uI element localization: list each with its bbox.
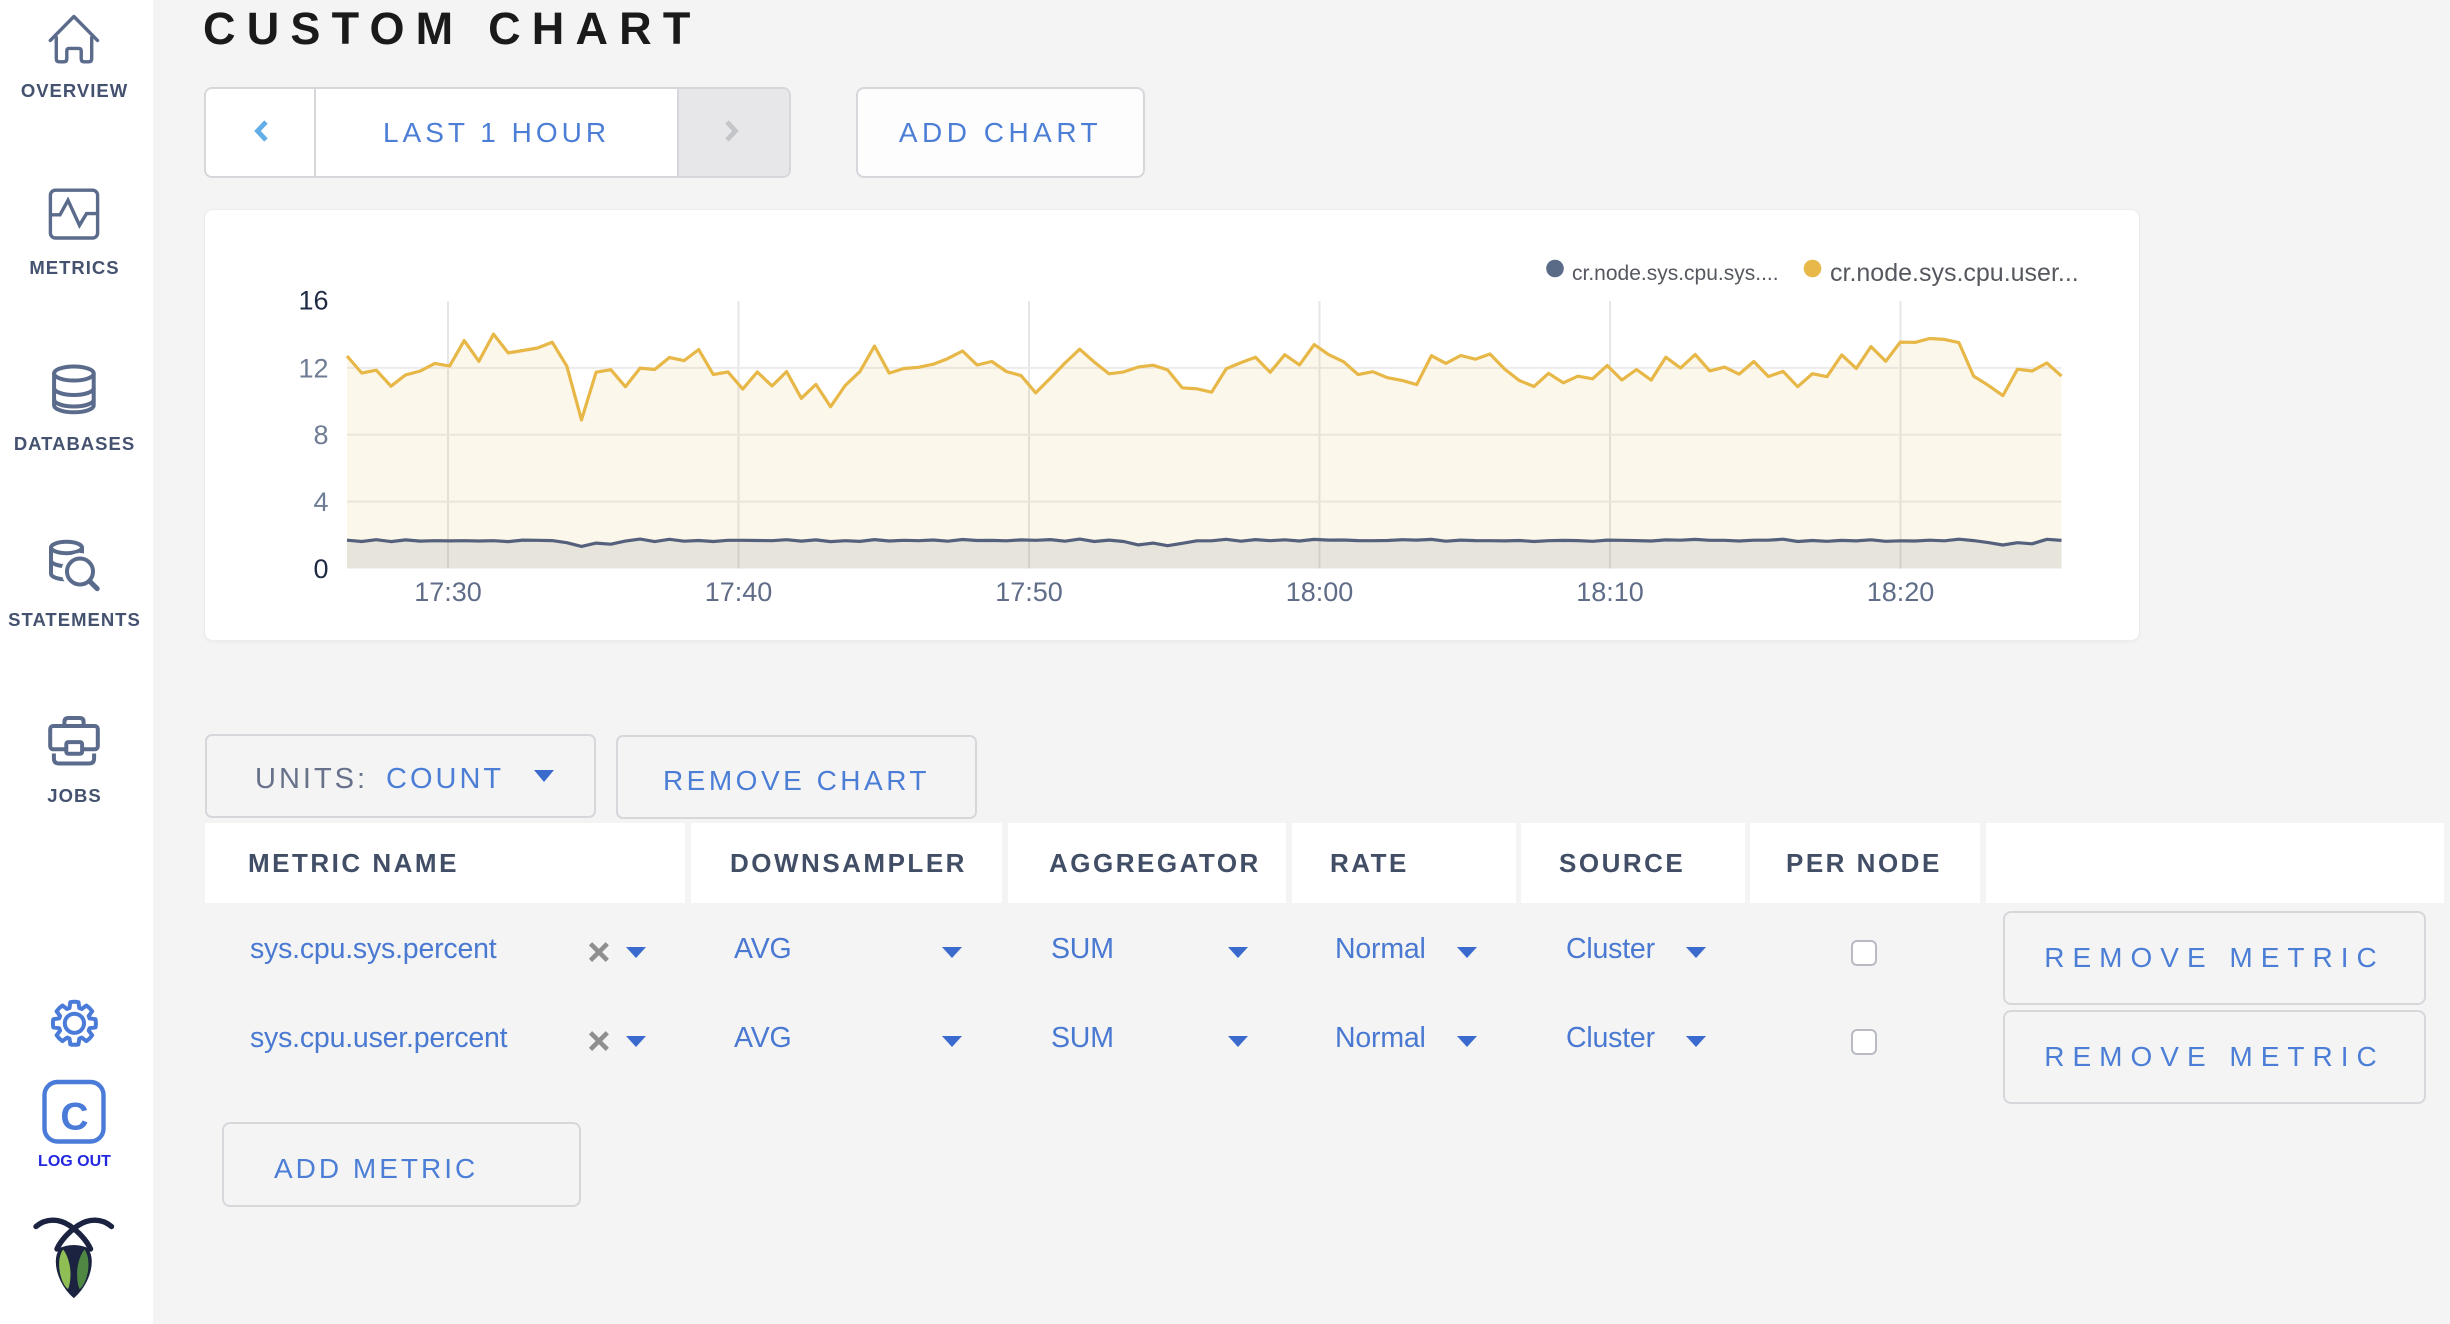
- svg-text:4: 4: [313, 487, 328, 517]
- svg-text:18:10: 18:10: [1576, 577, 1644, 607]
- svg-text:cr.node.sys.cpu.user...: cr.node.sys.cpu.user...: [1830, 259, 2079, 287]
- svg-text:18:00: 18:00: [1286, 577, 1354, 607]
- svg-text:C: C: [60, 1096, 88, 1139]
- svg-text:17:40: 17:40: [705, 577, 773, 607]
- svg-text:8: 8: [313, 420, 328, 450]
- svg-text:12: 12: [298, 353, 328, 383]
- svg-text:0: 0: [313, 554, 328, 584]
- svg-text:17:30: 17:30: [414, 577, 482, 607]
- svg-text:cr.node.sys.cpu.sys....: cr.node.sys.cpu.sys....: [1572, 262, 1779, 285]
- svg-text:16: 16: [298, 286, 328, 316]
- svg-text:18:20: 18:20: [1867, 577, 1935, 607]
- svg-text:17:50: 17:50: [995, 577, 1063, 607]
